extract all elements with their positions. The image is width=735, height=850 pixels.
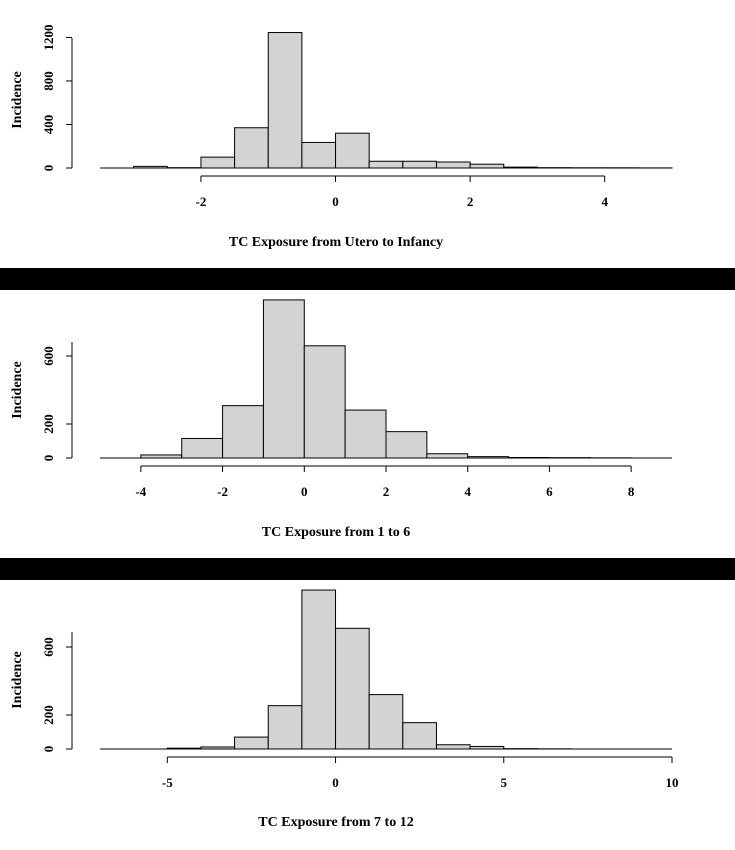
y-tick-label: 200 xyxy=(41,414,56,434)
histogram-bar xyxy=(368,694,404,750)
y-tick-label: 600 xyxy=(41,346,56,366)
histogram-bar xyxy=(368,160,404,169)
histogram-bar xyxy=(262,299,305,459)
y-tick-label: 600 xyxy=(41,637,56,657)
y-axis-title: Incidence xyxy=(10,651,25,709)
histogram-bar xyxy=(301,589,337,750)
histogram-panel-3: -5 0 5 10 0 200 600 TC Exposure from 7 to 12 Inc… xyxy=(0,580,735,850)
histogram-bar xyxy=(301,141,337,169)
x-axis-title: TC Exposure from 1 to 6 xyxy=(262,525,410,540)
y-tick-label: 0 xyxy=(41,746,56,753)
y-axis-title: Incidence xyxy=(10,71,25,129)
y-tick-label: 0 xyxy=(41,455,56,462)
x-tick-label: -5 xyxy=(162,775,173,790)
histogram-bar xyxy=(267,705,303,750)
panel-divider-2 xyxy=(0,558,735,580)
x-axis-title: TC Exposure from Utero to Infancy xyxy=(229,235,443,250)
x-tick-label: 0 xyxy=(332,194,339,209)
histogram-chart-2: -4 -2 0 2 4 6 8 0 200 600 TC Exposure from 1 to 6 I… xyxy=(10,299,672,540)
y-tick-label: 800 xyxy=(41,71,56,91)
histogram-chart-1: -2 0 2 4 0 400 800 1200 TC Exposure from Utero t… xyxy=(10,24,673,250)
histogram-bar xyxy=(335,627,370,750)
x-tick-label: 2 xyxy=(467,194,474,209)
x-axis-title: TC Exposure from 7 to 12 xyxy=(258,815,413,830)
x-tick-label: 5 xyxy=(501,775,508,790)
histogram-bar xyxy=(200,156,236,169)
x-tick-label: 8 xyxy=(628,484,635,499)
histogram-bar xyxy=(385,431,428,459)
histogram-panel-2: -4 -2 0 2 4 6 8 0 200 600 TC Exposure from 1 to 6 I… xyxy=(0,290,735,558)
x-tick-label: 4 xyxy=(601,194,608,209)
x-tick-label: 2 xyxy=(383,484,390,499)
x-tick-label: 6 xyxy=(546,484,553,499)
histogram-bar xyxy=(344,409,387,459)
histogram-bar xyxy=(426,453,469,459)
x-tick-label: 4 xyxy=(464,484,471,499)
y-tick-label: 200 xyxy=(41,705,56,725)
histogram-bar xyxy=(335,132,370,169)
histogram-bar xyxy=(267,32,303,169)
x-tick-label: 10 xyxy=(666,775,679,790)
histogram-bar xyxy=(303,345,346,459)
histogram-bar xyxy=(402,160,437,169)
histogram-bar xyxy=(234,127,269,169)
panel-divider-1 xyxy=(0,268,735,290)
x-tick-label: 0 xyxy=(301,484,308,499)
histogram-bar xyxy=(222,405,264,459)
histogram-bar xyxy=(435,161,471,169)
y-tick-label: 1200 xyxy=(41,24,56,50)
y-axis-title: Incidence xyxy=(10,361,25,419)
histogram-chart-3: -5 0 5 10 0 200 600 TC Exposure from 7 to 12 Inc… xyxy=(10,589,679,830)
x-tick-label: -4 xyxy=(135,484,146,499)
histogram-panel-1: -2 0 2 4 0 400 800 1200 TC Exposure from Utero t… xyxy=(0,0,735,268)
y-tick-label: 0 xyxy=(41,165,56,172)
histogram-bar xyxy=(435,744,471,750)
x-tick-label: -2 xyxy=(217,484,228,499)
x-tick-label: -2 xyxy=(196,194,207,209)
x-tick-label: 0 xyxy=(332,775,339,790)
y-tick-label: 400 xyxy=(41,115,56,135)
histogram-bar xyxy=(402,722,437,750)
histogram-bar xyxy=(469,163,505,169)
histogram-bar xyxy=(234,736,269,750)
histogram-bar xyxy=(181,437,224,459)
